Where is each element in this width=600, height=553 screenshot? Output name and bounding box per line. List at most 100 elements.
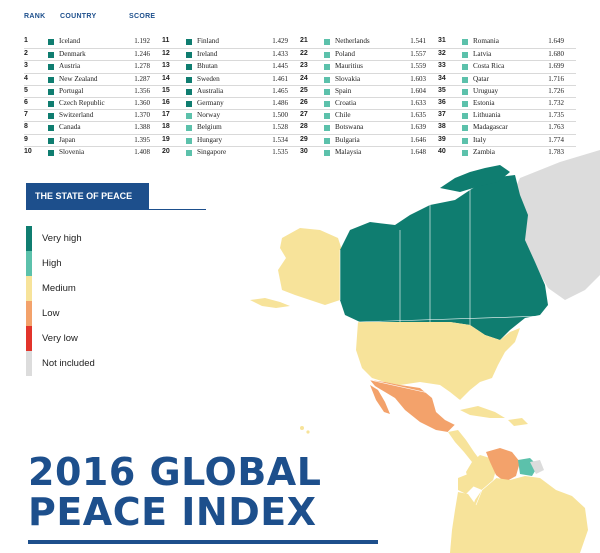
score-cell: 1.716 <box>548 74 564 83</box>
score-cell: 1.635 <box>410 111 426 120</box>
legend-label: Medium <box>42 283 76 294</box>
rank-cell: 21 <box>300 37 308 44</box>
score-cell: 1.732 <box>548 98 564 107</box>
rank-cell: 31 <box>438 37 446 44</box>
rank-cell: 18 <box>162 123 170 131</box>
country-cell: Botswana <box>335 123 364 132</box>
peace-level-swatch <box>48 149 54 156</box>
legend-color-bar <box>26 226 32 376</box>
peace-level-swatch <box>48 137 54 144</box>
header-score: SCORE <box>129 13 156 20</box>
rank-cell: 12 <box>162 50 170 58</box>
score-cell: 1.774 <box>548 135 564 144</box>
score-cell: 1.649 <box>548 37 564 45</box>
peace-level-swatch <box>324 125 330 132</box>
map-region-colombia <box>466 455 496 490</box>
table-row: 22 Poland 1.557 <box>300 48 438 60</box>
score-cell: 1.699 <box>548 62 564 71</box>
table-row: 34 Qatar 1.716 <box>438 72 576 85</box>
peace-level-swatch <box>462 149 468 156</box>
rank-cell: 1 <box>24 37 28 44</box>
score-cell: 1.648 <box>410 147 426 156</box>
peace-level-swatch <box>462 64 468 71</box>
country-cell: Portugal <box>59 86 84 95</box>
header-country: COUNTRY <box>60 13 97 20</box>
table-row: 38 Madagascar 1.763 <box>438 121 576 133</box>
legend-title: THE STATE OF PEACE <box>26 183 149 209</box>
table-row: 39 Italy 1.774 <box>438 133 576 146</box>
legend-label: Low <box>42 308 60 319</box>
peace-level-swatch <box>186 125 192 132</box>
country-cell: Czech Republic <box>59 98 105 107</box>
map-region-hawaii <box>300 426 304 430</box>
table-row: 14 Sweden 1.461 <box>162 72 300 85</box>
rank-cell: 32 <box>438 50 446 58</box>
table-row: 20 Singapore 1.535 <box>162 145 300 158</box>
header-rank: RANK <box>24 13 46 20</box>
map-borders <box>339 190 546 506</box>
rank-cell: 38 <box>438 123 446 131</box>
country-cell: Austria <box>59 62 81 71</box>
ranking-column: 21 Netherlands 1.541 22 Poland 1.557 23 Mauriti… <box>300 36 438 158</box>
table-row: 3 Austria 1.278 <box>24 60 162 72</box>
score-cell: 1.633 <box>410 98 426 107</box>
score-cell: 1.646 <box>410 135 426 144</box>
table-row: 29 Bulgaria 1.646 <box>300 133 438 146</box>
table-row: 26 Croatia 1.633 <box>300 96 438 109</box>
country-cell: Malaysia <box>335 147 362 156</box>
rank-cell: 4 <box>24 74 28 82</box>
country-cell: Madagascar <box>473 123 508 132</box>
score-cell: 1.465 <box>272 86 288 95</box>
peace-level-swatch <box>48 100 54 107</box>
country-cell: Hungary <box>197 135 223 144</box>
peace-level-swatch <box>48 125 54 132</box>
table-row: 32 Latvia 1.680 <box>438 48 576 60</box>
rank-cell: 36 <box>438 98 446 106</box>
country-cell: Costa Rica <box>473 62 505 71</box>
table-row: 6 Czech Republic 1.360 <box>24 96 162 109</box>
rank-cell: 15 <box>162 86 170 94</box>
country-cell: Mauritius <box>335 62 363 71</box>
peace-level-swatch <box>186 149 192 156</box>
rank-cell: 14 <box>162 74 170 82</box>
peace-level-swatch <box>462 52 468 59</box>
score-cell: 1.395 <box>134 135 150 144</box>
legend-swatch <box>26 326 32 351</box>
table-row: 33 Costa Rica 1.699 <box>438 60 576 72</box>
table-row: 23 Mauritius 1.559 <box>300 60 438 72</box>
map-region-venezuela <box>486 448 520 482</box>
map-region-guiana-not-included <box>530 460 544 474</box>
table-row: 24 Slovakia 1.603 <box>300 72 438 85</box>
peace-level-swatch <box>48 113 54 120</box>
peace-level-swatch <box>186 64 192 71</box>
legend-swatch <box>26 251 32 276</box>
rank-cell: 25 <box>300 86 308 94</box>
score-cell: 1.461 <box>272 74 288 83</box>
table-row: 1 Iceland 1.192 <box>24 36 162 48</box>
score-cell: 1.541 <box>410 37 426 45</box>
rank-cell: 11 <box>162 37 170 44</box>
table-row: 7 Switzerland 1.370 <box>24 109 162 121</box>
peace-level-swatch <box>462 88 468 95</box>
country-cell: Japan <box>59 135 76 144</box>
peace-level-swatch <box>324 100 330 107</box>
map-region-aleutians <box>250 298 290 308</box>
score-cell: 1.726 <box>548 86 564 95</box>
table-row: 8 Canada 1.388 <box>24 121 162 133</box>
table-row: 21 Netherlands 1.541 <box>300 36 438 48</box>
country-cell: Lithuania <box>473 111 501 120</box>
ranking-column: 31 Romania 1.649 32 Latvia 1.680 33 Costa Rica 1… <box>438 36 576 158</box>
peace-level-swatch <box>48 52 54 59</box>
peace-level-swatch <box>186 100 192 107</box>
rank-cell: 7 <box>24 111 28 119</box>
score-cell: 1.559 <box>410 62 426 71</box>
legend-swatch <box>26 276 32 301</box>
map-region-canada <box>340 175 548 340</box>
country-cell: Canada <box>59 123 81 132</box>
peace-level-swatch <box>48 76 54 83</box>
table-row: 35 Uruguay 1.726 <box>438 84 576 97</box>
table-row: 9 Japan 1.395 <box>24 133 162 146</box>
rank-cell: 19 <box>162 135 170 143</box>
peace-level-swatch <box>324 149 330 156</box>
